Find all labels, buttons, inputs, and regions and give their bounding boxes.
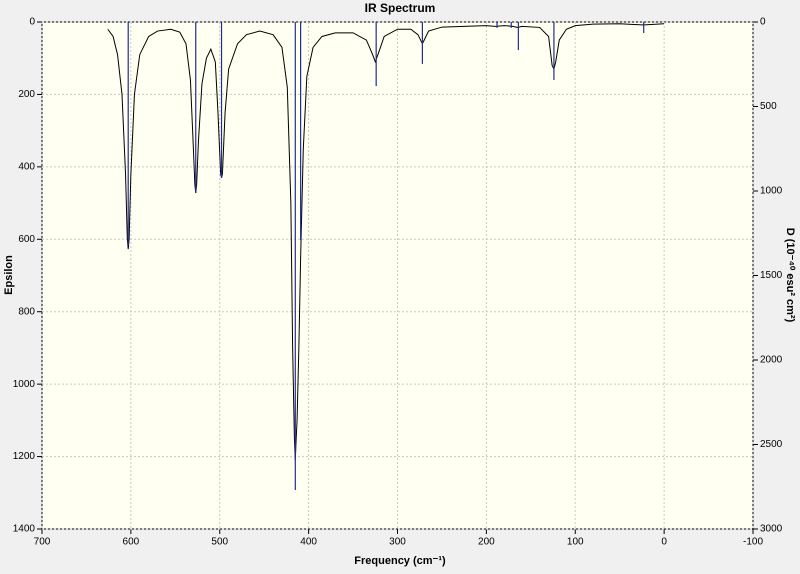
x-tick-label: 0 [661,537,667,548]
x-tick-label: -100 [743,537,763,548]
y-tick-label: 1400 [13,524,36,535]
y2-tick-label: 2500 [760,439,783,450]
chart-title: IR Spectrum [365,1,436,15]
y-axis-label: Epsilon [3,255,15,295]
y2-tick-label: 3000 [760,524,783,535]
x-tick-label: 400 [300,537,317,548]
y2-tick-label: 500 [760,101,777,112]
y-tick-label: 600 [18,234,35,245]
y2-tick-label: 1000 [760,186,783,197]
y-tick-label: 0 [29,17,35,28]
x-tick-label: 300 [389,537,406,548]
y2-axis-label: D (10⁻⁴⁰ esu² cm²) [784,228,796,323]
x-tick-label: 700 [34,537,51,548]
x-axis-label: Frequency (cm⁻¹) [354,555,446,567]
x-tick-label: 600 [123,537,140,548]
y-tick-label: 400 [18,161,35,172]
x-tick-label: 500 [211,537,228,548]
y-tick-label: 800 [18,306,35,317]
y-tick-label: 1000 [13,379,36,390]
y2-tick-label: 2000 [760,355,783,366]
y-tick-label: 200 [18,89,35,100]
y-tick-label: 1200 [13,451,36,462]
y2-tick-label: 1500 [760,270,783,281]
x-tick-label: 100 [567,537,584,548]
y2-tick-label: 0 [760,17,766,28]
x-tick-label: 200 [478,537,495,548]
